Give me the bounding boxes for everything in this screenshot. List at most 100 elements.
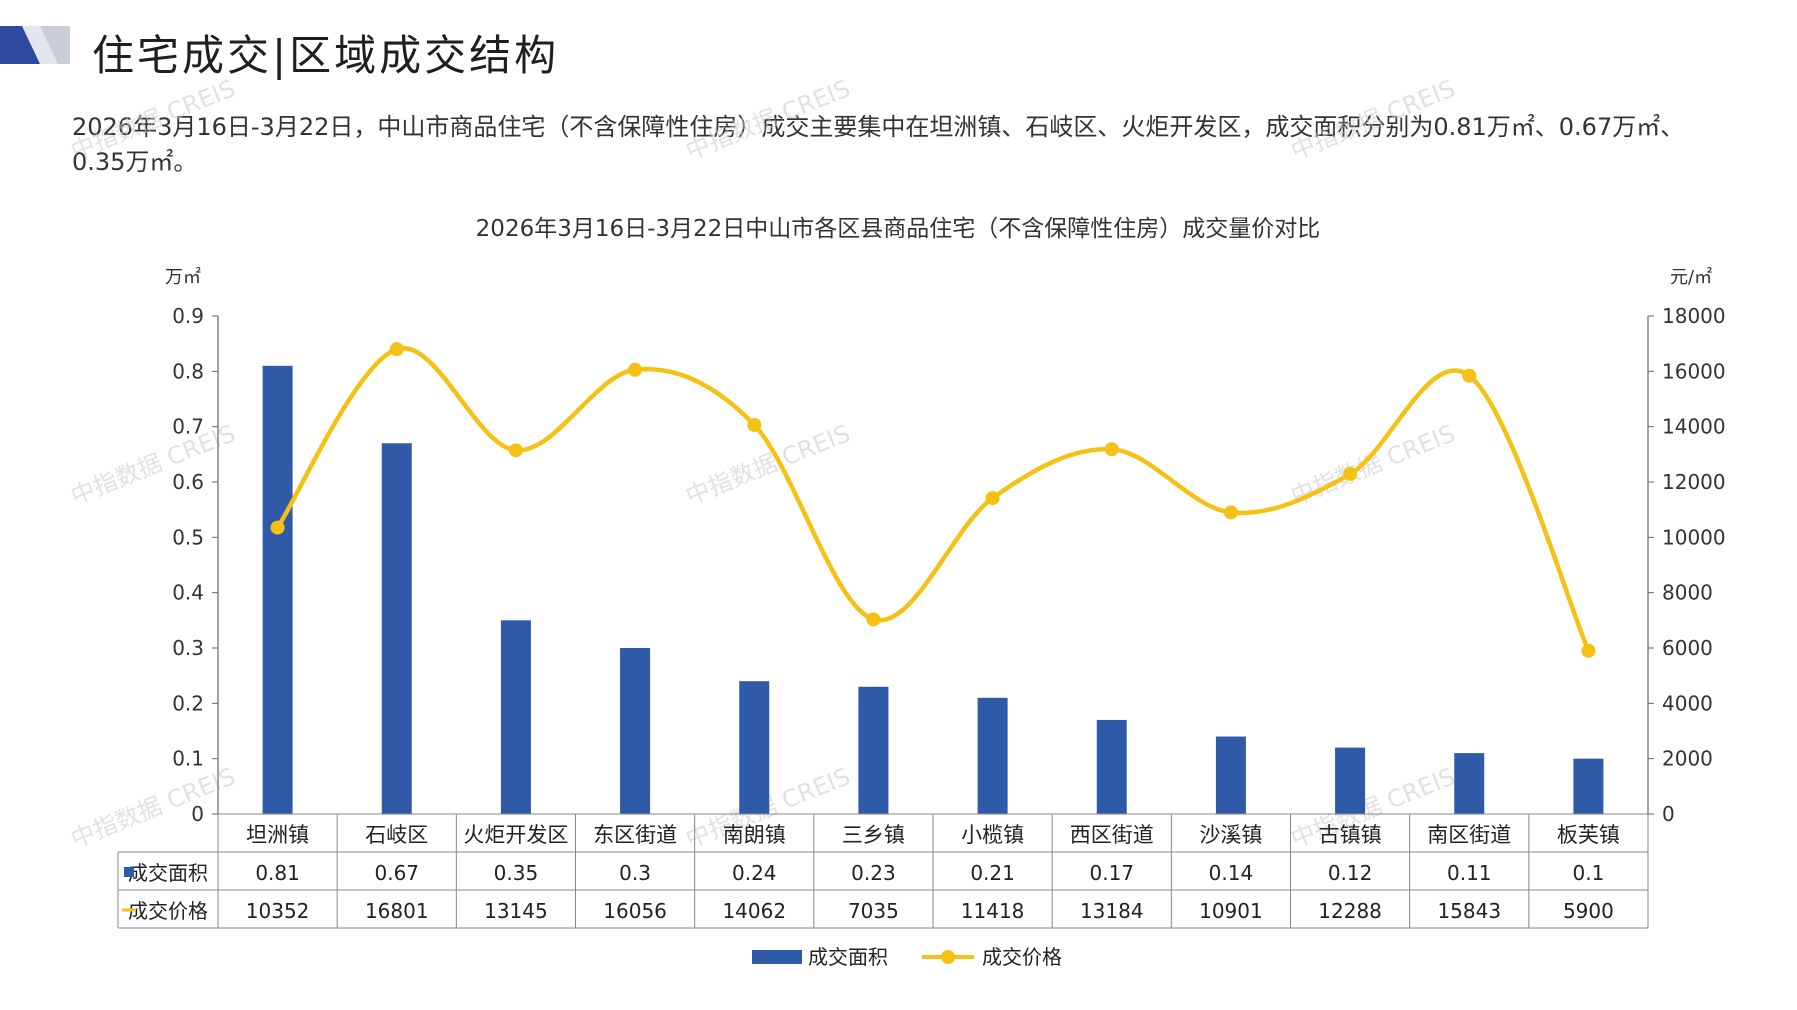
watermark-5: 中指数据 CREIS xyxy=(1287,419,1459,510)
price-value-label: 13145 xyxy=(484,899,548,923)
summary-text: 2026年3月16日-3月22日，中山市商品住宅（不含保障性住房）成交主要集中在… xyxy=(72,113,1685,176)
price-point-9 xyxy=(1343,467,1358,482)
right-axis-unit: 元/㎡ xyxy=(1670,266,1712,288)
area-value-label: 0.81 xyxy=(255,861,300,885)
bar-9 xyxy=(1335,747,1366,814)
area-value-label: 0.11 xyxy=(1447,861,1492,885)
left-tick-label: 0.8 xyxy=(172,359,204,383)
price-value-label: 16801 xyxy=(365,899,429,923)
page-header: 住宅成交|区域成交结构 xyxy=(0,18,1797,88)
watermark-4: 中指数据 CREIS xyxy=(682,419,854,510)
bar-5 xyxy=(858,686,889,814)
price-value-label: 10901 xyxy=(1199,899,1263,923)
category-label: 古镇镇 xyxy=(1319,823,1382,847)
legend-line-label: 成交价格 xyxy=(982,945,1062,969)
left-tick-label: 0.1 xyxy=(172,747,204,771)
category-label: 西区街道 xyxy=(1070,823,1154,847)
right-tick-label: 8000 xyxy=(1662,581,1713,605)
bar-11 xyxy=(1573,758,1604,814)
right-tick-label: 10000 xyxy=(1662,525,1726,549)
watermark-6: 中指数据 CREIS xyxy=(67,762,239,853)
price-value-label: 5900 xyxy=(1563,899,1614,923)
price-value-label: 12288 xyxy=(1318,899,1382,923)
category-label: 小榄镇 xyxy=(961,823,1024,847)
right-tick-label: 18000 xyxy=(1662,304,1726,328)
area-value-label: 0.3 xyxy=(619,861,651,885)
legend-bar-label: 成交面积 xyxy=(808,945,888,969)
right-tick-label: 0 xyxy=(1662,802,1675,826)
bar-4 xyxy=(739,681,770,814)
bar-10 xyxy=(1454,753,1485,814)
right-tick-label: 4000 xyxy=(1662,691,1713,715)
header-decoration-icon xyxy=(0,26,70,64)
category-label: 沙溪镇 xyxy=(1199,823,1262,847)
chart-title: 2026年3月16日-3月22日中山市各区县商品住宅（不含保障性住房）成交量价对… xyxy=(476,216,1321,242)
bar-7 xyxy=(1096,719,1127,814)
watermark-1: 中指数据 CREIS xyxy=(682,74,854,165)
left-tick-label: 0.6 xyxy=(172,470,204,494)
bar-8 xyxy=(1215,736,1246,814)
right-tick-label: 12000 xyxy=(1662,470,1726,494)
left-tick-label: 0.9 xyxy=(172,304,204,328)
line-series xyxy=(270,342,1596,658)
price-point-1 xyxy=(389,342,404,357)
category-label: 南区街道 xyxy=(1427,823,1511,847)
watermark-2: 中指数据 CREIS xyxy=(1287,74,1459,165)
bar-3 xyxy=(620,648,651,814)
area-value-label: 0.14 xyxy=(1209,861,1254,885)
bar-series xyxy=(262,365,1604,814)
price-value-label: 11418 xyxy=(961,899,1025,923)
area-value-label: 0.1 xyxy=(1573,861,1605,885)
table-row-header-area: 成交面积 xyxy=(128,861,208,885)
legend-bar-swatch xyxy=(752,950,802,964)
price-point-7 xyxy=(1104,442,1119,457)
price-point-6 xyxy=(985,491,1000,506)
category-label: 东区街道 xyxy=(593,823,677,847)
left-tick-label: 0.5 xyxy=(172,525,204,549)
price-value-label: 14062 xyxy=(722,899,786,923)
bar-0 xyxy=(262,365,293,814)
area-value-label: 0.21 xyxy=(970,861,1015,885)
page-title: 住宅成交|区域成交结构 xyxy=(92,31,560,80)
left-tick-label: 0 xyxy=(191,802,204,826)
bar-2 xyxy=(500,620,531,814)
price-point-4 xyxy=(747,417,762,432)
category-label: 板芙镇 xyxy=(1557,823,1620,847)
area-value-label: 0.12 xyxy=(1328,861,1373,885)
price-point-0 xyxy=(270,520,285,535)
left-tick-label: 0.2 xyxy=(172,691,204,715)
left-tick-label: 0.7 xyxy=(172,415,204,439)
left-tick-label: 0.3 xyxy=(172,636,204,660)
right-tick-label: 14000 xyxy=(1662,415,1726,439)
price-point-10 xyxy=(1462,368,1477,383)
chart-axes: 0 0.1 0.2 0.3 0.4 0.5 0.6 0.7 0.8 0.9 0 2000 4000 600… xyxy=(172,304,1725,826)
area-value-label: 0.35 xyxy=(494,861,539,885)
price-point-3 xyxy=(628,362,643,377)
data-table: 坦洲镇 0.81 10352 石岐区 0.67 16801 火炬开发区 0.35 13145 东区… xyxy=(117,813,1649,929)
bar-6 xyxy=(977,697,1008,814)
row-key-bar xyxy=(124,867,134,877)
price-value-label: 13184 xyxy=(1080,899,1144,923)
price-point-11 xyxy=(1581,643,1596,658)
price-line xyxy=(275,345,1591,652)
category-label: 石岐区 xyxy=(365,823,428,847)
area-value-label: 0.17 xyxy=(1089,861,1134,885)
right-tick-label: 2000 xyxy=(1662,747,1713,771)
left-axis-unit: 万㎡ xyxy=(165,266,201,288)
watermark-0: 中指数据 CREIS xyxy=(67,74,239,165)
area-value-label: 0.67 xyxy=(374,861,419,885)
price-value-label: 7035 xyxy=(848,899,899,923)
area-value-label: 0.23 xyxy=(851,861,896,885)
price-point-8 xyxy=(1223,505,1238,520)
area-value-label: 0.24 xyxy=(732,861,777,885)
legend: 成交面积 成交价格 xyxy=(752,945,1062,969)
price-value-label: 15843 xyxy=(1437,899,1501,923)
bar-1 xyxy=(381,443,412,814)
category-label: 三乡镇 xyxy=(842,823,905,847)
price-point-5 xyxy=(866,612,881,627)
price-value-label: 16056 xyxy=(603,899,667,923)
right-tick-label: 6000 xyxy=(1662,636,1713,660)
category-label: 南朗镇 xyxy=(723,823,786,847)
left-tick-label: 0.4 xyxy=(172,581,204,605)
